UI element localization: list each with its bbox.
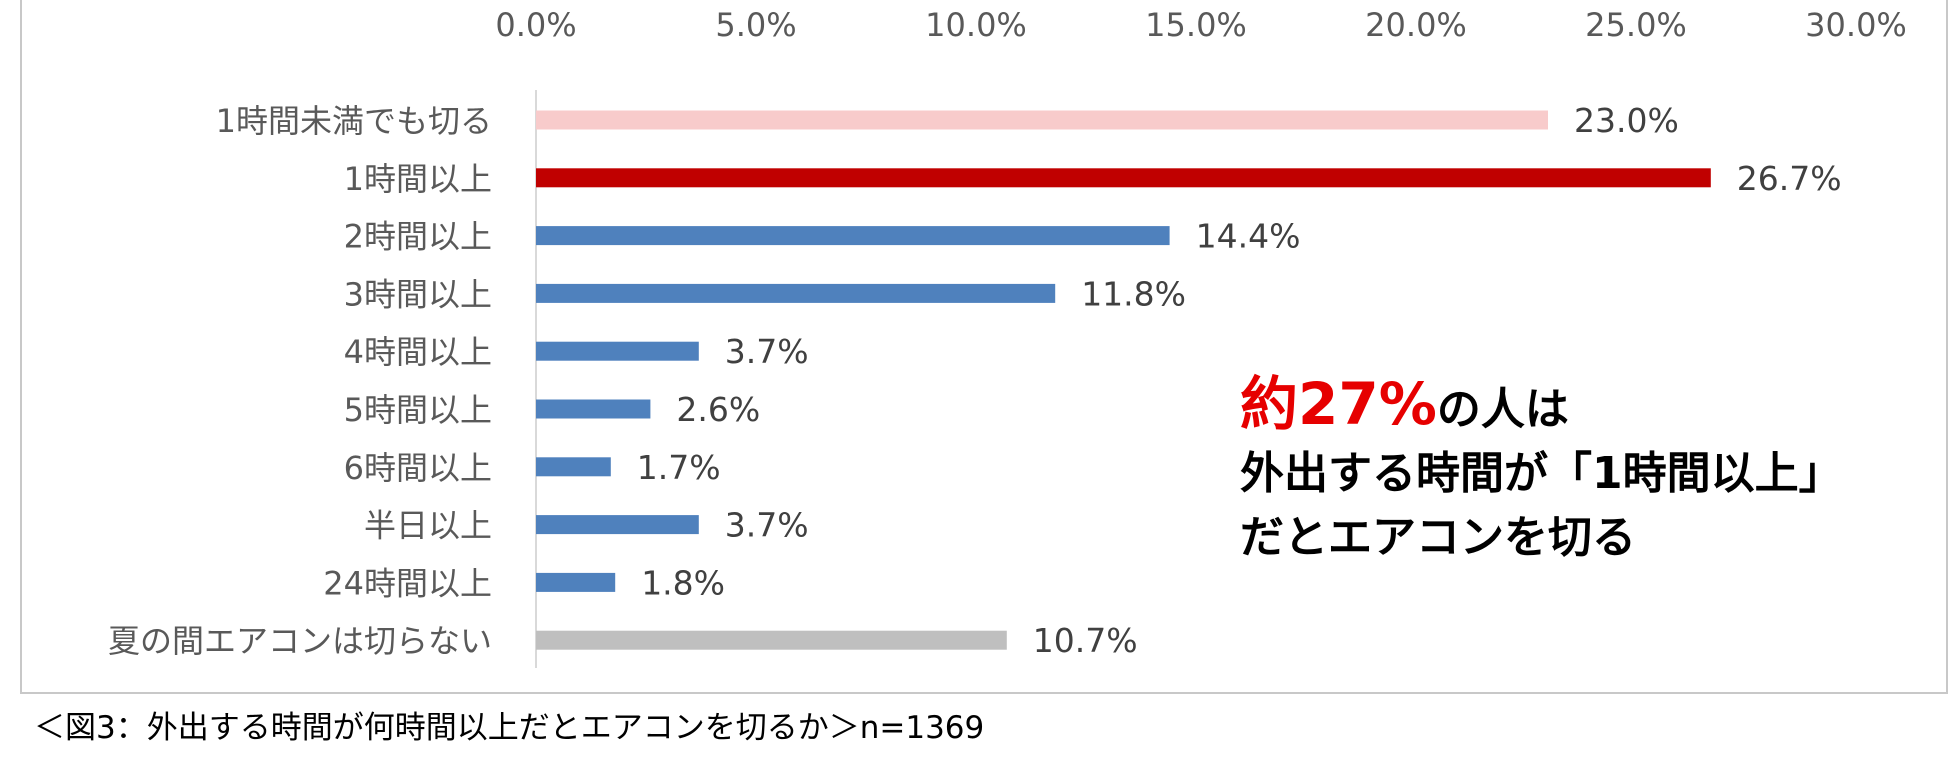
- data-label: 1.8%: [641, 563, 725, 602]
- category-label: 6時間以上: [344, 449, 492, 487]
- category-label: 5時間以上: [344, 391, 492, 429]
- bar: [536, 226, 1170, 246]
- x-tick-label: 25.0%: [1585, 6, 1687, 44]
- category-labels: 1時間未満でも切る 1時間以上 2時間以上 3時間以上 4時間以上 5時間以上 6時間以上半…: [108, 102, 492, 660]
- bar: [536, 572, 616, 592]
- data-label: 10.7%: [1033, 621, 1138, 660]
- category-label: 夏の間エアコンは切らない: [108, 622, 492, 660]
- data-label: 23.0%: [1574, 101, 1679, 140]
- bar: [536, 341, 699, 361]
- category-label: 2時間以上: [344, 218, 492, 256]
- data-label: 1.7%: [637, 448, 721, 487]
- x-tick-label: 10.0%: [925, 6, 1027, 44]
- x-tick-label: 30.0%: [1805, 6, 1907, 44]
- callout-line-3: だとエアコンを切る: [1240, 512, 1636, 563]
- category-label: 4時間以上: [344, 333, 492, 371]
- callout-line-2: 外出する時間が「1時間以上」: [1240, 448, 1843, 499]
- category-label: 1時間未満でも切る: [216, 102, 492, 140]
- data-label: 3.7%: [725, 506, 809, 545]
- callout-line-1: 約27%の人は: [1240, 372, 1920, 442]
- x-tick-label: 0.0%: [495, 6, 576, 44]
- bar: [536, 168, 1711, 188]
- bar-chart: 0.0% 5.0% 10.0% 15.0% 20.0% 25.0% 30.0% 1時間未満で…: [108, 6, 1907, 668]
- x-tick-label: 20.0%: [1365, 6, 1467, 44]
- bar: [536, 110, 1548, 130]
- callout-highlight: 約27%: [1240, 370, 1437, 438]
- x-axis-ticks: 0.0% 5.0% 10.0% 15.0% 20.0% 25.0% 30.0%: [495, 6, 1906, 44]
- callout-annotation: 約27%の人は 外出する時間が「1時間以上」 だとエアコンを切る: [1240, 372, 1920, 570]
- category-label: 3時間以上: [344, 275, 492, 313]
- data-label: 3.7%: [725, 332, 809, 371]
- bar: [536, 630, 1007, 650]
- chart-frame: [20, 0, 1948, 694]
- bar: [536, 457, 611, 477]
- bar: [536, 283, 1056, 303]
- data-label: 14.4%: [1196, 217, 1301, 256]
- figure-caption: ＜図3：外出する時間が何時間以上だとエアコンを切るか＞n=1369: [34, 710, 985, 746]
- data-label: 11.8%: [1081, 274, 1186, 313]
- callout-line-1-rest: の人は: [1436, 384, 1569, 435]
- data-label: 2.6%: [676, 390, 760, 429]
- x-tick-label: 15.0%: [1145, 6, 1247, 44]
- data-label: 26.7%: [1737, 159, 1842, 198]
- bar: [536, 399, 651, 419]
- category-label: 24時間以上: [323, 564, 492, 602]
- bars: [536, 110, 1711, 650]
- category-label: 1時間以上: [344, 160, 492, 198]
- category-label: 半日以上: [364, 507, 492, 545]
- x-tick-label: 5.0%: [715, 6, 796, 44]
- bar: [536, 515, 699, 535]
- data-labels: 23.0%26.7%14.4%11.8%3.7%2.6%1.7%3.7%1.8%…: [637, 101, 1842, 660]
